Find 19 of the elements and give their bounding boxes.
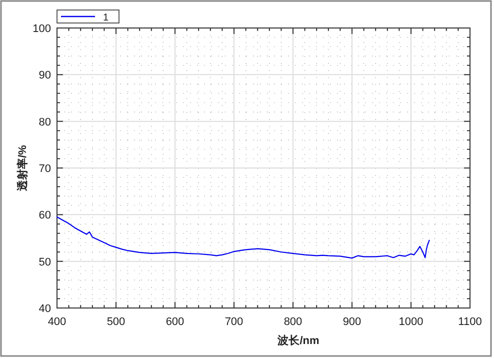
x-tick-label: 700: [224, 316, 244, 328]
y-tick-label: 50: [38, 256, 51, 268]
x-tick-label: 1000: [398, 316, 424, 328]
x-tick-label: 500: [106, 316, 126, 328]
y-tick-label: 90: [38, 70, 51, 82]
legend-label: 1: [103, 12, 109, 24]
x-tick-label: 1100: [458, 316, 482, 328]
x-tick-label: 600: [166, 316, 184, 328]
y-tick-label: 80: [38, 116, 51, 128]
x-axis-title: 波长/nm: [276, 334, 320, 347]
y-tick-label: 70: [38, 163, 51, 175]
x-tick-label: 900: [342, 316, 362, 328]
y-tick-label: 100: [32, 23, 51, 35]
line-series: [56, 216, 430, 259]
y-tick-label: 40: [38, 303, 51, 315]
y-tick-label: 60: [38, 210, 51, 222]
y-axis-title: 透射率/%: [16, 144, 29, 192]
x-tick-label: 800: [284, 316, 302, 328]
x-tick-label: 400: [48, 316, 66, 328]
